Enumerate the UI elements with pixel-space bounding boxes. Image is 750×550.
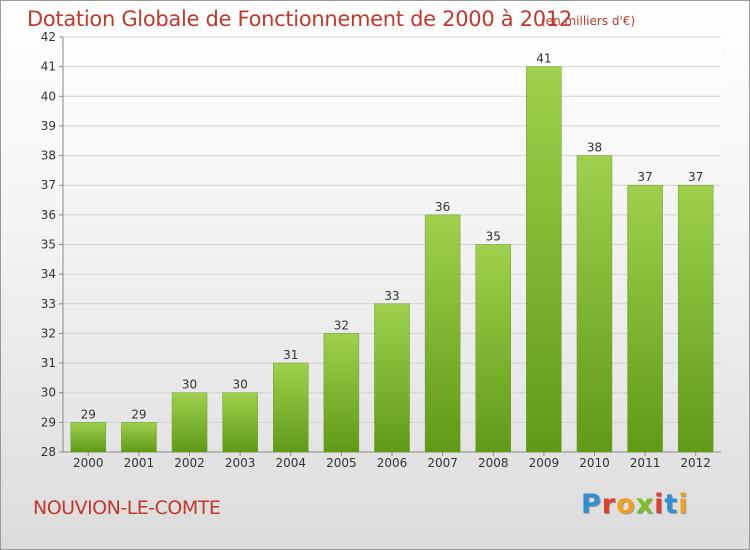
y-tick-label: 37 <box>41 178 56 192</box>
bar-2000 <box>70 422 107 453</box>
brand-letter: P <box>581 489 602 520</box>
data-label: 37 <box>637 170 652 184</box>
x-tick-label: 2000 <box>73 456 104 470</box>
data-label: 35 <box>486 230 501 244</box>
commune-name: NOUVION-LE-COMTE <box>33 497 221 519</box>
brand-letter: r <box>601 489 617 520</box>
chart-title: Dotation Globale de Fonctionnement de 20… <box>27 7 572 31</box>
y-tick-label: 35 <box>41 238 56 252</box>
bar-2010 <box>576 155 613 453</box>
bar-2005 <box>323 333 360 453</box>
data-label: 29 <box>81 407 96 421</box>
x-tick-label: 2001 <box>124 456 155 470</box>
y-tick-label: 39 <box>41 119 56 133</box>
bar-2004 <box>273 362 309 453</box>
x-tick-label: 2003 <box>225 456 256 470</box>
y-tick-label: 29 <box>41 415 56 429</box>
x-tick-label: 2008 <box>478 456 509 470</box>
x-tick-label: 2006 <box>377 456 408 470</box>
bar-2003 <box>222 392 258 453</box>
bar-2012 <box>677 184 714 453</box>
y-tick-label: 31 <box>41 356 56 370</box>
chart-subtitle: (en milliers d'€) <box>541 14 636 28</box>
data-label: 41 <box>536 52 551 66</box>
data-label: 32 <box>334 318 349 332</box>
bar-2008 <box>475 244 511 453</box>
data-label: 36 <box>435 200 450 214</box>
y-tick-label: 42 <box>41 30 56 44</box>
y-tick-label: 38 <box>41 149 56 163</box>
bar-2001 <box>121 422 157 453</box>
bar-2011 <box>627 184 663 453</box>
bar-2006 <box>374 303 410 453</box>
y-tick-label: 32 <box>41 326 56 340</box>
data-label: 37 <box>688 170 703 184</box>
brand-letter: o <box>616 489 636 520</box>
data-label: 29 <box>131 407 146 421</box>
y-tick-label: 28 <box>41 445 56 459</box>
x-tick-label: 2002 <box>174 456 205 470</box>
brand-letter: i <box>654 489 665 520</box>
data-label: 33 <box>384 289 399 303</box>
x-tick-label: 2005 <box>326 456 357 470</box>
y-tick-label: 30 <box>41 386 56 400</box>
x-tick-label: 2009 <box>529 456 560 470</box>
data-label: 38 <box>587 141 602 155</box>
bar-2007 <box>424 214 461 453</box>
bar-2009 <box>526 66 562 453</box>
x-tick-label: 2011 <box>630 456 661 470</box>
y-tick-label: 40 <box>41 89 56 103</box>
x-tick-label: 2004 <box>275 456 306 470</box>
brand-letter: t <box>664 489 679 520</box>
bar-2002 <box>171 392 208 453</box>
data-label: 30 <box>233 378 248 392</box>
x-tick-label: 2010 <box>579 456 610 470</box>
proxiti-logo: Proxiti <box>581 489 689 520</box>
data-label: 31 <box>283 348 298 362</box>
brand-letter: x <box>635 489 655 520</box>
data-label: 30 <box>182 378 197 392</box>
x-tick-label: 2007 <box>427 456 458 470</box>
y-tick-label: 36 <box>41 208 56 222</box>
x-tick-label: 2012 <box>680 456 711 470</box>
y-tick-label: 41 <box>41 60 56 74</box>
y-tick-label: 33 <box>41 297 56 311</box>
brand-letter: i <box>678 489 689 520</box>
y-tick-label: 34 <box>41 267 56 281</box>
